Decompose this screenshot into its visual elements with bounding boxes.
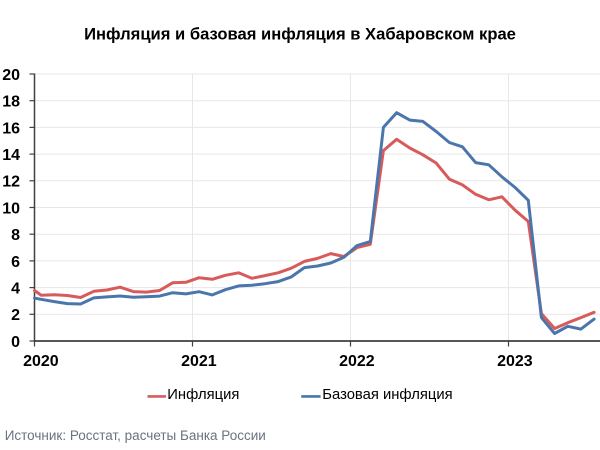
svg-text:2023: 2023 (497, 353, 533, 370)
svg-text:0: 0 (11, 334, 20, 351)
svg-text:14: 14 (2, 147, 20, 164)
svg-text:10: 10 (2, 200, 20, 217)
svg-text:8: 8 (11, 227, 20, 244)
svg-text:2021: 2021 (181, 353, 217, 370)
svg-text:20: 20 (2, 67, 20, 84)
svg-text:2022: 2022 (339, 353, 375, 370)
svg-text:Инфляция и базовая инфляция в: Инфляция и базовая инфляция в Хабаровско… (84, 25, 516, 44)
svg-text:4: 4 (11, 280, 20, 297)
svg-text:Базовая инфляция: Базовая инфляция (322, 387, 452, 403)
svg-text:Источник: Росстат, расчеты Бан: Источник: Росстат, расчеты Банка России (5, 428, 266, 443)
svg-text:6: 6 (11, 254, 20, 271)
svg-text:2020: 2020 (23, 353, 59, 370)
svg-text:18: 18 (2, 94, 20, 111)
svg-text:2: 2 (11, 307, 20, 324)
svg-text:Инфляция: Инфляция (167, 387, 239, 403)
svg-text:12: 12 (2, 174, 20, 191)
svg-text:16: 16 (2, 120, 20, 137)
